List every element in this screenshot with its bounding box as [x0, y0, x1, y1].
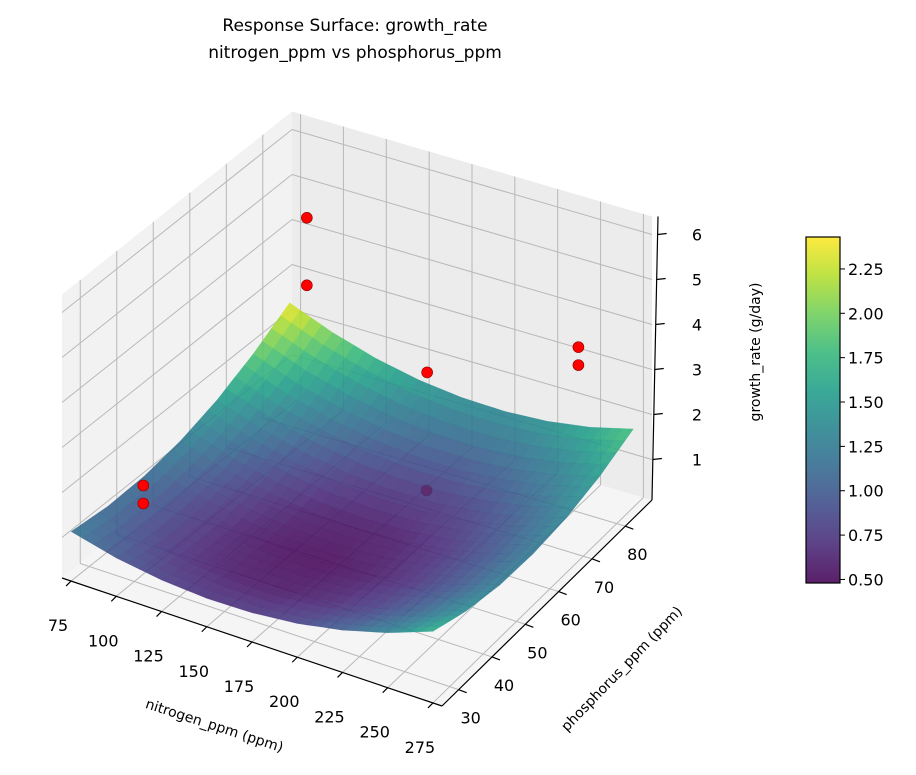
x-tick-label: 75 — [48, 616, 68, 635]
data-point — [301, 211, 313, 224]
x-tick — [65, 580, 72, 587]
y-tick — [458, 689, 467, 694]
data-point — [572, 341, 585, 353]
y-tick-label: 50 — [527, 643, 547, 662]
floor-gridline-x — [432, 497, 644, 704]
x-tick-label: 150 — [178, 662, 209, 681]
colorbar-tick-label: 0.75 — [848, 526, 884, 545]
x-tick-label: 175 — [224, 677, 255, 696]
chart-title-line-1: Response Surface: growth_rate — [222, 16, 487, 36]
back-gridline-z — [291, 309, 653, 415]
colorbar: 0.50 0.75 1.00 1.25 1.50 1.75 2.00 2.25 — [805, 236, 884, 589]
colorbar-tick-label: 1.00 — [848, 482, 884, 501]
x-tick-label: 225 — [314, 707, 345, 726]
y-tick — [558, 590, 567, 596]
z-tick-label: 4 — [692, 316, 702, 335]
colorbar-tick-label: 2.25 — [848, 260, 884, 279]
y-axis-line — [441, 499, 653, 707]
z-tick — [653, 412, 663, 416]
surface-patch — [420, 626, 443, 633]
x-tick-label: 125 — [133, 647, 164, 666]
axes: 7510012515017520022525027530405060708012… — [48, 216, 702, 757]
colorbar-tick-label: 2.00 — [848, 304, 884, 323]
data-point — [137, 497, 150, 510]
data-point — [301, 279, 313, 292]
y-tick-label: 70 — [594, 578, 614, 597]
z-tick-label: 2 — [692, 406, 702, 425]
response-surface — [70, 302, 634, 634]
colorbar-tick-label: 1.75 — [848, 349, 884, 368]
colorbar-tick-label: 1.50 — [848, 393, 884, 412]
x-tick-label: 275 — [405, 738, 436, 757]
chart-title-line-2: nitrogen_ppm vs phosphorus_ppm — [208, 43, 502, 63]
colorbar-tick-label: 1.25 — [848, 437, 884, 456]
x-tick — [201, 626, 208, 633]
y-tick-label: 80 — [627, 545, 647, 564]
x-tick — [246, 641, 253, 648]
y-tick-label: 40 — [494, 676, 514, 695]
data-point — [421, 366, 433, 379]
x-axis-label: nitrogen_ppm (ppm) — [143, 696, 285, 756]
colorbar-gradient — [805, 236, 841, 584]
x-tick — [291, 656, 298, 663]
left-wall-pane — [62, 111, 292, 578]
x-tick — [337, 672, 343, 678]
y-tick — [525, 623, 534, 628]
x-tick-label: 250 — [359, 723, 390, 742]
x-tick-label: 200 — [269, 692, 300, 711]
left-gridline-z — [61, 219, 293, 403]
left-gridline-z — [61, 309, 293, 493]
left-gridline-z — [61, 264, 293, 448]
left-gridline-z — [61, 174, 293, 358]
x-tick — [427, 702, 434, 709]
z-tick-label: 3 — [692, 361, 702, 380]
colorbar-tick-label: 0.50 — [848, 570, 884, 589]
z-tick-label: 1 — [692, 451, 702, 470]
x-tick — [110, 595, 117, 602]
back-gridline-z — [291, 174, 653, 280]
z-tick — [652, 457, 662, 461]
z-tick-label: 6 — [692, 226, 702, 245]
data-point — [572, 359, 585, 371]
y-tick-label: 30 — [460, 709, 480, 728]
z-axis-line — [651, 216, 659, 501]
scatter-points — [137, 211, 585, 510]
x-tick-label: 100 — [88, 631, 119, 650]
back-gridline-z — [291, 264, 653, 370]
z-tick — [656, 277, 666, 281]
y-tick — [491, 656, 501, 661]
z-tick — [657, 232, 667, 236]
z-tick-label: 5 — [692, 271, 702, 290]
back-gridline-z — [291, 129, 653, 235]
back-gridline-z — [291, 219, 653, 325]
y-tick — [625, 525, 634, 530]
z-tick — [655, 322, 665, 326]
x-tick — [156, 611, 162, 617]
left-gridline-z — [61, 129, 293, 313]
data-point — [137, 479, 150, 492]
y-tick — [591, 558, 601, 563]
y-tick-label: 60 — [560, 611, 580, 630]
x-tick — [382, 687, 389, 694]
z-tick — [654, 367, 664, 371]
floor-gridline-y — [80, 563, 459, 691]
z-axis-label: growth_rate (g/day) — [748, 283, 764, 422]
